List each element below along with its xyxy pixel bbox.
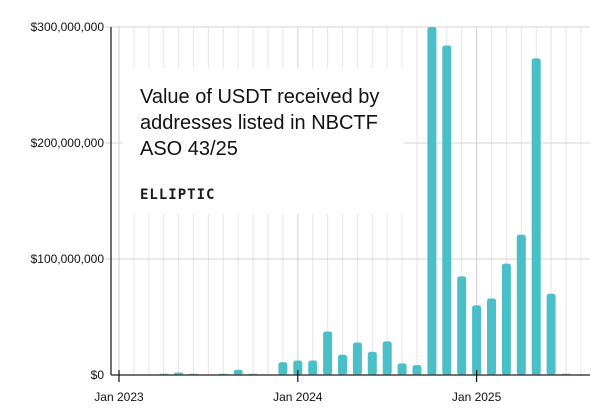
chart-title: Value of USDT received by addresses list… [140,86,380,160]
y-tick-label: $0 [91,368,105,382]
bar [427,27,437,375]
bar [457,276,467,375]
bar [278,362,288,375]
bar [501,263,511,375]
bar [531,58,541,375]
bar [397,363,407,375]
x-tick-label: Jan 2023 [94,390,144,404]
bar [338,354,347,375]
bar [412,365,422,375]
bar [442,45,452,376]
bar [367,351,377,375]
x-tick-label: Jan 2024 [273,390,323,404]
elliptic-logo: ELLIPTIC [140,187,216,203]
title-box: Value of USDT received by addresses list… [122,68,404,214]
bar [382,341,392,375]
bar [472,305,482,375]
bar [308,360,318,375]
y-tick-label: $200,000,000 [31,136,105,150]
bar [233,369,243,375]
bar [546,293,556,375]
bar [293,360,303,375]
bar [352,342,362,375]
y-tick-label: $300,000,000 [31,20,105,34]
y-tick-label: $100,000,000 [31,252,105,266]
bar [323,331,333,375]
x-tick-label: Jan 2025 [452,390,502,404]
bar [516,234,526,375]
bar [487,298,496,375]
